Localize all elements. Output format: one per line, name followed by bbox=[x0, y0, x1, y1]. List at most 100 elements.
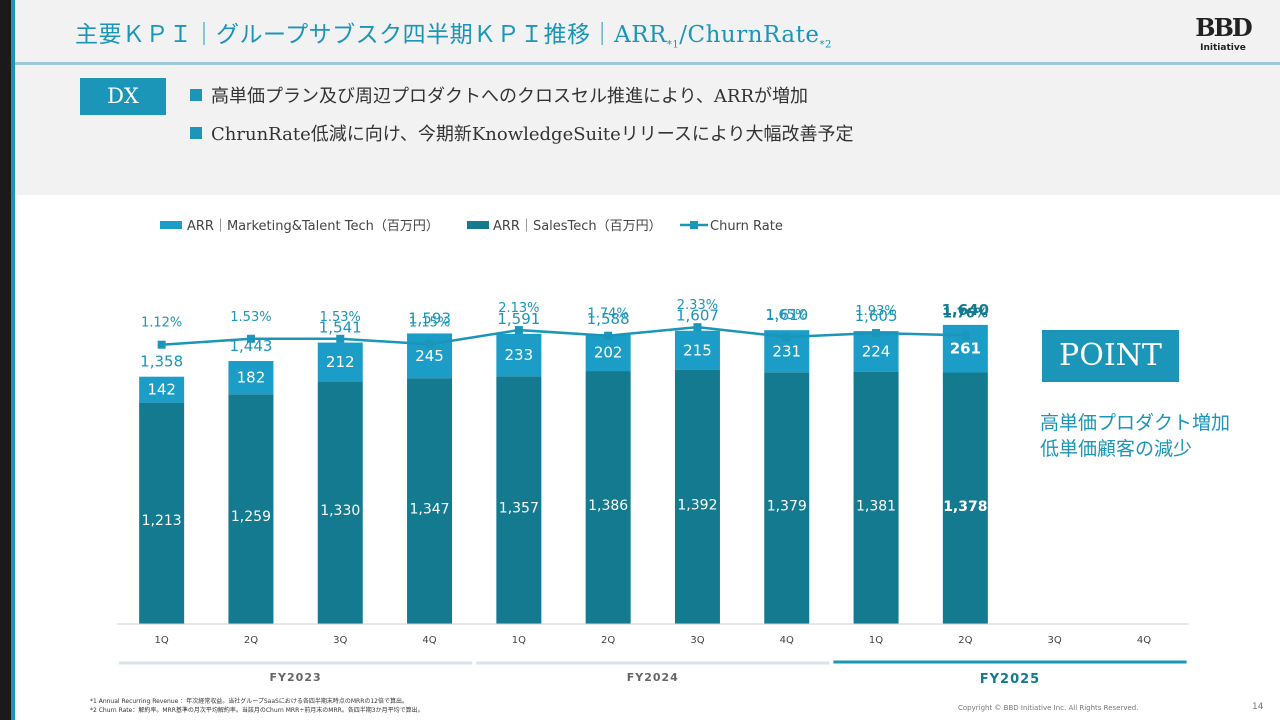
fiscal-year-label: FY2023 bbox=[270, 671, 322, 684]
fiscal-year-label: FY2025 bbox=[980, 672, 1040, 687]
x-tick-label: 2Q bbox=[601, 635, 615, 646]
bullet-text-2: ChrunRate低減に向け、今期新KnowledgeSuiteリリースにより大… bbox=[211, 124, 854, 145]
bar-total-label: 1,591 bbox=[497, 310, 540, 328]
bar-marketing bbox=[317, 342, 363, 382]
bar-salestech bbox=[764, 372, 810, 624]
bar-marketing bbox=[585, 334, 631, 372]
x-tick-label: 3Q bbox=[333, 635, 347, 646]
title-main: 主要ＫＰＩ｜グループサブスク四半期ＫＰＩ推移｜ARR bbox=[75, 22, 667, 48]
bar-salestech bbox=[228, 394, 274, 624]
churn-rate-marker bbox=[246, 334, 255, 343]
legend-marker-churn bbox=[690, 221, 698, 229]
footnote-2: *2 Churn Rate：解約率。MRR基準の月次平均解約率。当該月のChur… bbox=[90, 707, 424, 714]
point-badge: POINT bbox=[1042, 330, 1179, 382]
bar-salestech bbox=[942, 372, 988, 624]
bar-total-label: 1,640 bbox=[942, 301, 989, 319]
churn-rate-marker bbox=[872, 328, 881, 337]
churn-rate-line bbox=[161, 325, 966, 346]
bar-marketing bbox=[496, 333, 542, 377]
x-tick-label: 3Q bbox=[1048, 635, 1062, 646]
copyright-text: Copyright © BBD Initiative Inc. All Righ… bbox=[958, 704, 1139, 712]
bar-label-salestech: 1,392 bbox=[677, 498, 717, 514]
x-tick-label: 4Q bbox=[780, 635, 794, 646]
churn-rate-marker bbox=[961, 331, 970, 340]
slide-header bbox=[15, 0, 1280, 62]
bar-label-salestech: 1,347 bbox=[410, 501, 450, 517]
logo-mark: BBD bbox=[1195, 13, 1252, 42]
bar-label-marketing: 233 bbox=[505, 346, 534, 364]
bar-label-marketing: 261 bbox=[950, 340, 981, 358]
bar-label-marketing: 224 bbox=[862, 343, 891, 361]
legend-swatch-salestech bbox=[467, 221, 489, 229]
bar-salestech bbox=[853, 371, 899, 624]
legend-label-churn: Churn Rate bbox=[710, 219, 783, 234]
bullet-square-icon bbox=[190, 127, 202, 139]
title-footnote-2: *2 bbox=[819, 39, 832, 51]
logo-subtitle: Initiative bbox=[1200, 43, 1246, 53]
dx-tag: DX bbox=[80, 78, 166, 115]
churn-rate-label: 1.76% bbox=[943, 306, 988, 321]
bar-label-marketing: 202 bbox=[594, 344, 623, 362]
bar-salestech bbox=[585, 371, 631, 624]
page-number: 14 bbox=[1252, 702, 1264, 712]
company-logo: BBD Initiative bbox=[1190, 14, 1256, 60]
churn-rate-label: 1.74% bbox=[587, 307, 628, 322]
header-divider bbox=[15, 62, 1280, 65]
bar-salestech bbox=[317, 381, 363, 624]
x-tick-label: 2Q bbox=[958, 635, 972, 646]
title-footnote-1: *1 bbox=[666, 39, 680, 51]
bar-total-label: 1,541 bbox=[319, 319, 362, 337]
bar-label-salestech: 1,357 bbox=[499, 501, 539, 517]
bar-total-label: 1,610 bbox=[765, 306, 808, 324]
bar-label-marketing: 215 bbox=[683, 341, 712, 359]
slide-title: 主要ＫＰＩ｜グループサブスク四半期ＫＰＩ推移｜ARR*1/ChurnRate*2 bbox=[75, 15, 832, 51]
churn-rate-marker bbox=[514, 326, 523, 335]
bar-salestech bbox=[139, 402, 185, 624]
x-tick-label: 4Q bbox=[1137, 635, 1151, 646]
churn-rate-label: 1.93% bbox=[855, 304, 896, 319]
bar-label-marketing: 142 bbox=[147, 381, 176, 399]
bar-label-marketing: 212 bbox=[326, 353, 355, 371]
title-churnrate: /ChurnRate bbox=[679, 22, 820, 48]
x-tick-label: 2Q bbox=[244, 635, 258, 646]
bar-label-salestech: 1,213 bbox=[142, 513, 182, 529]
churn-rate-label: 2.13% bbox=[498, 301, 539, 316]
churn-rate-label: 1.12% bbox=[141, 316, 182, 331]
bar-salestech bbox=[674, 369, 720, 624]
bar-salestech bbox=[496, 376, 542, 624]
bar-label-marketing: 182 bbox=[237, 369, 266, 387]
legend-swatch-marketing bbox=[160, 221, 182, 229]
left-accent-bar bbox=[11, 0, 15, 720]
churn-rate-marker bbox=[782, 333, 791, 342]
footnote-1: *1 Annual Recurring Revenue ：年次経常収益。当社グル… bbox=[90, 698, 408, 705]
point-line-2: 低単価顧客の減少 bbox=[1040, 438, 1193, 460]
bar-total-label: 1,358 bbox=[140, 353, 183, 371]
bar-marketing bbox=[228, 361, 274, 395]
fiscal-year-label: FY2024 bbox=[627, 671, 679, 684]
bar-label-salestech: 1,259 bbox=[231, 509, 271, 525]
point-line-1: 高単価プロダクト増加 bbox=[1040, 412, 1231, 434]
churn-rate-marker bbox=[336, 334, 345, 343]
bullet-text-1: 高単価プラン及び周辺プロダクトへのクロスセル推進により、ARRが増加 bbox=[211, 86, 809, 107]
bar-marketing bbox=[139, 376, 185, 403]
churn-rate-label: 1.15% bbox=[409, 315, 450, 330]
churn-rate-label: 1.65% bbox=[766, 308, 807, 323]
x-tick-label: 1Q bbox=[869, 635, 883, 646]
legend-label-salestech: ARR｜SalesTech（百万円） bbox=[493, 219, 662, 234]
bullet-item-2: ChrunRate低減に向け、今期新KnowledgeSuiteリリースにより大… bbox=[190, 120, 854, 146]
x-tick-label: 3Q bbox=[690, 635, 704, 646]
churn-rate-label: 1.53% bbox=[230, 310, 271, 325]
churn-rate-label: 2.33% bbox=[677, 298, 718, 313]
bar-label-salestech: 1,379 bbox=[767, 499, 807, 515]
bar-total-label: 1,607 bbox=[676, 307, 719, 325]
bar-label-marketing: 245 bbox=[415, 347, 444, 365]
x-tick-label: 4Q bbox=[422, 635, 436, 646]
bar-label-salestech: 1,378 bbox=[943, 499, 987, 515]
bar-total-label: 1,588 bbox=[587, 310, 630, 328]
churn-rate-marker bbox=[425, 340, 434, 349]
churn-rate-marker bbox=[693, 323, 702, 332]
bar-total-label: 1,443 bbox=[229, 337, 272, 355]
bar-label-salestech: 1,330 bbox=[320, 503, 360, 519]
legend-label-marketing: ARR｜Marketing&Talent Tech（百万円） bbox=[187, 219, 439, 234]
